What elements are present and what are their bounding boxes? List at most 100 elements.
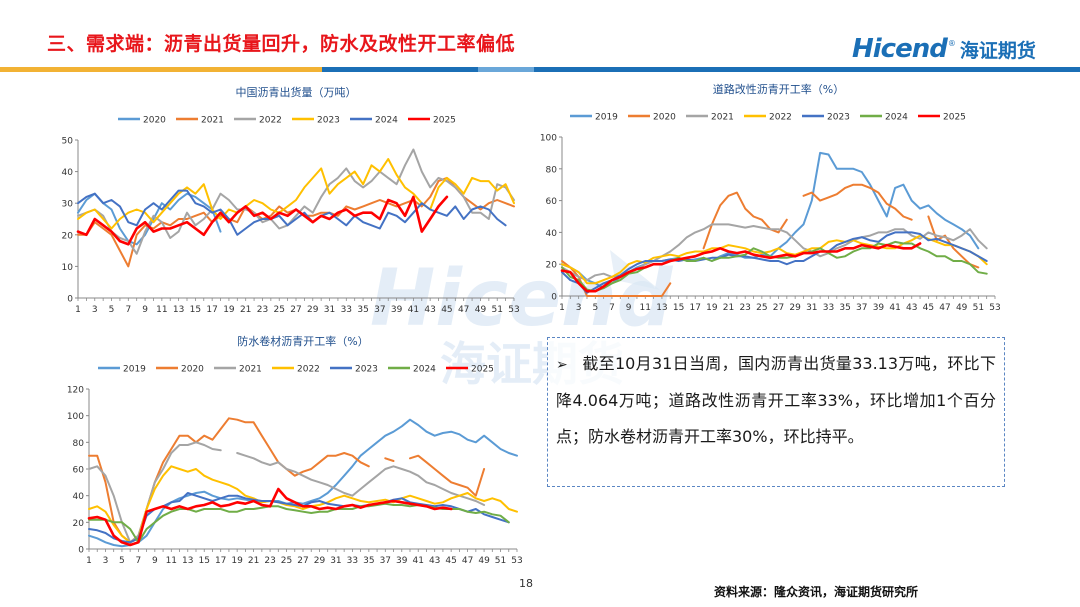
chart-title: 中国沥青出货量（万吨） — [236, 85, 357, 99]
x-tick-label: 47 — [939, 303, 950, 313]
x-tick-label: 39 — [391, 305, 403, 315]
x-tick-label: 29 — [789, 303, 801, 313]
legend-label-2024: 2024 — [375, 116, 398, 126]
x-tick-label: 35 — [839, 303, 850, 313]
x-tick-label: 7 — [125, 305, 131, 315]
x-tick-label: 1 — [559, 303, 565, 313]
topbar-segment — [478, 67, 534, 72]
logo-wordmark: Hicend — [852, 34, 948, 64]
brand-logo: Hicend ® 海证期货 — [852, 32, 1036, 66]
x-tick-label: 11 — [166, 556, 177, 566]
series-line-2020 — [561, 183, 980, 297]
x-tick-label: 43 — [424, 305, 435, 315]
x-tick-label: 27 — [297, 556, 308, 566]
summary-paragraph: 截至10月31日当周，国内沥青出货量33.13万吨，环比下降4.064万吨；道路… — [556, 354, 996, 446]
x-tick-label: 49 — [475, 305, 487, 315]
chart-waterproof-membrane: 防水卷材沥青开工率（%）2019 2020 2021 2022 2023 2024 2025… — [67, 334, 523, 566]
x-tick-label: 5 — [119, 556, 125, 566]
x-tick-label: 21 — [240, 305, 251, 315]
x-tick-label: 43 — [429, 556, 440, 566]
x-tick-label: 15 — [199, 556, 210, 566]
x-tick-label: 27 — [290, 305, 301, 315]
summary-text: ➢ 截至10月31日当周，国内沥青出货量33.13万吨，环比下降4.064万吨；道… — [556, 346, 996, 455]
x-tick-label: 49 — [478, 556, 490, 566]
registered-mark-icon: ® — [947, 38, 956, 48]
legend-label-2023: 2023 — [827, 113, 850, 123]
x-tick-label: 27 — [773, 303, 784, 313]
y-tick-label: 20 — [73, 519, 85, 529]
x-tick-label: 51 — [973, 303, 984, 313]
x-tick-label: 17 — [206, 305, 217, 315]
x-tick-label: 1 — [75, 305, 81, 315]
x-tick-label: 21 — [723, 303, 734, 313]
series-line-2022 — [88, 465, 518, 544]
x-tick-label: 25 — [274, 305, 285, 315]
arrow-bullet-icon: ➢ — [556, 357, 568, 373]
x-tick-label: 1 — [86, 556, 92, 566]
x-tick-label: 25 — [281, 556, 292, 566]
y-tick-label: 0 — [67, 295, 73, 305]
legend-label-2023: 2023 — [317, 116, 340, 126]
legend-label-2025: 2025 — [943, 113, 966, 123]
x-tick-label: 37 — [374, 305, 385, 315]
x-tick-label: 39 — [873, 303, 885, 313]
x-tick-label: 29 — [314, 556, 326, 566]
x-tick-label: 53 — [508, 305, 519, 315]
x-tick-label: 37 — [380, 556, 391, 566]
x-tick-label: 33 — [341, 305, 352, 315]
legend-label-2022: 2022 — [769, 113, 792, 123]
x-tick-label: 37 — [856, 303, 867, 313]
x-tick-label: 41 — [889, 303, 900, 313]
y-tick-label: 100 — [67, 412, 84, 422]
legend-label-2021: 2021 — [201, 116, 224, 126]
x-tick-label: 31 — [330, 556, 341, 566]
x-tick-label: 23 — [739, 303, 750, 313]
x-tick-label: 35 — [363, 556, 374, 566]
x-tick-label: 31 — [806, 303, 817, 313]
x-tick-label: 11 — [156, 305, 167, 315]
x-tick-label: 33 — [823, 303, 834, 313]
x-tick-label: 35 — [357, 305, 368, 315]
y-tick-label: 0 — [78, 546, 84, 556]
source-note: 资料来源：隆众资讯，海证期货研究所 — [714, 585, 919, 599]
legend-label-2021: 2021 — [711, 113, 734, 123]
legend-label-2021: 2021 — [239, 365, 262, 375]
y-tick-label: 80 — [546, 165, 558, 175]
x-tick-label: 15 — [190, 305, 201, 315]
x-tick-label: 9 — [626, 303, 632, 313]
series-line-2023 — [561, 231, 988, 294]
topbar-segment — [322, 67, 478, 72]
x-tick-label: 31 — [324, 305, 335, 315]
series-line-2019 — [88, 418, 518, 548]
x-tick-label: 33 — [347, 556, 358, 566]
x-tick-label: 7 — [136, 556, 142, 566]
series-line-2023 — [77, 158, 515, 230]
y-tick-label: 20 — [546, 261, 558, 271]
x-tick-label: 51 — [492, 305, 503, 315]
topbar-segment — [318, 67, 322, 72]
x-tick-label: 23 — [257, 305, 268, 315]
x-tick-label: 53 — [511, 556, 522, 566]
legend-label-2022: 2022 — [297, 365, 320, 375]
topbar-segment — [0, 67, 318, 72]
logo-chinese-name: 海证期货 — [959, 39, 1036, 62]
x-tick-label: 17 — [215, 556, 226, 566]
legend-label-2020: 2020 — [143, 116, 166, 126]
series-line-2022 — [77, 148, 515, 255]
x-tick-label: 45 — [445, 556, 456, 566]
y-tick-label: 40 — [73, 492, 85, 502]
series-line-2020 — [77, 192, 222, 246]
page-number: 18 — [519, 577, 533, 590]
x-tick-label: 45 — [923, 303, 934, 313]
y-tick-label: 50 — [62, 137, 74, 147]
legend-label-2019: 2019 — [595, 113, 618, 123]
y-tick-label: 10 — [62, 263, 74, 273]
x-tick-label: 5 — [592, 303, 598, 313]
x-tick-label: 13 — [656, 303, 667, 313]
y-tick-label: 20 — [62, 231, 74, 241]
x-tick-label: 9 — [152, 556, 158, 566]
x-tick-label: 3 — [576, 303, 582, 313]
x-tick-label: 17 — [690, 303, 701, 313]
x-tick-label: 29 — [307, 305, 319, 315]
chart-title: 道路改性沥青开工率（%） — [713, 82, 844, 96]
